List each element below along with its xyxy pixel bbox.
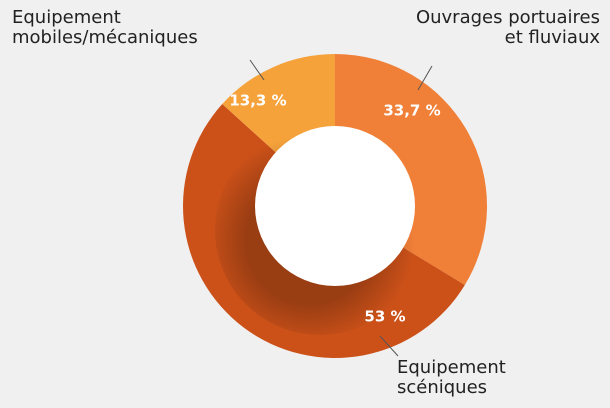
- donut-hole: [255, 126, 415, 286]
- value-label: 33,7 %: [383, 102, 440, 120]
- leader-line: [417, 65, 433, 91]
- category-label: Equipement mobiles/mécaniques: [12, 7, 198, 48]
- category-label: Ouvrages portuaires et fluviaux: [415, 7, 600, 48]
- value-label: 13,3 %: [229, 92, 286, 110]
- value-label: 53 %: [364, 308, 405, 326]
- leader-line: [379, 335, 399, 357]
- leader-line: [249, 59, 265, 81]
- category-label: Equipement scéniques: [397, 357, 506, 398]
